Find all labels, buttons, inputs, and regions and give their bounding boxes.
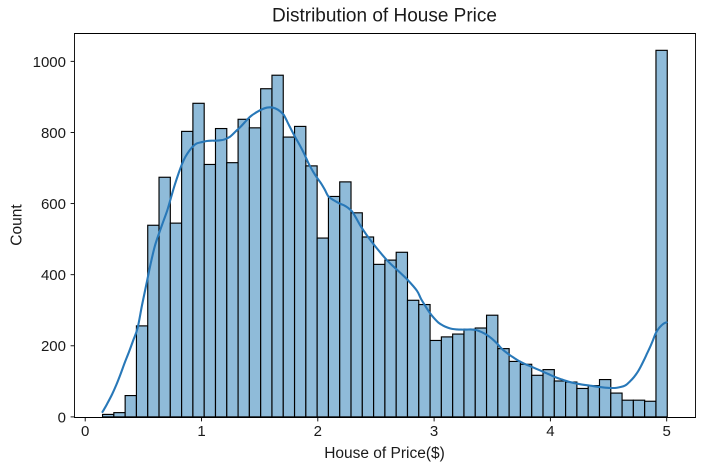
svg-text:600: 600 <box>41 196 66 213</box>
svg-text:1000: 1000 <box>33 54 66 71</box>
svg-text:House of Price($): House of Price($) <box>324 445 445 462</box>
svg-text:1: 1 <box>197 423 205 440</box>
svg-text:Count: Count <box>9 204 26 246</box>
svg-text:5: 5 <box>663 423 671 440</box>
svg-text:0: 0 <box>81 423 89 440</box>
svg-text:0: 0 <box>58 409 66 426</box>
svg-text:4: 4 <box>546 423 554 440</box>
svg-text:200: 200 <box>41 338 66 355</box>
svg-text:Distribution of House Price: Distribution of House Price <box>272 6 497 27</box>
svg-text:2: 2 <box>314 423 322 440</box>
svg-text:800: 800 <box>41 125 66 142</box>
svg-text:3: 3 <box>430 423 438 440</box>
svg-text:400: 400 <box>41 267 66 284</box>
